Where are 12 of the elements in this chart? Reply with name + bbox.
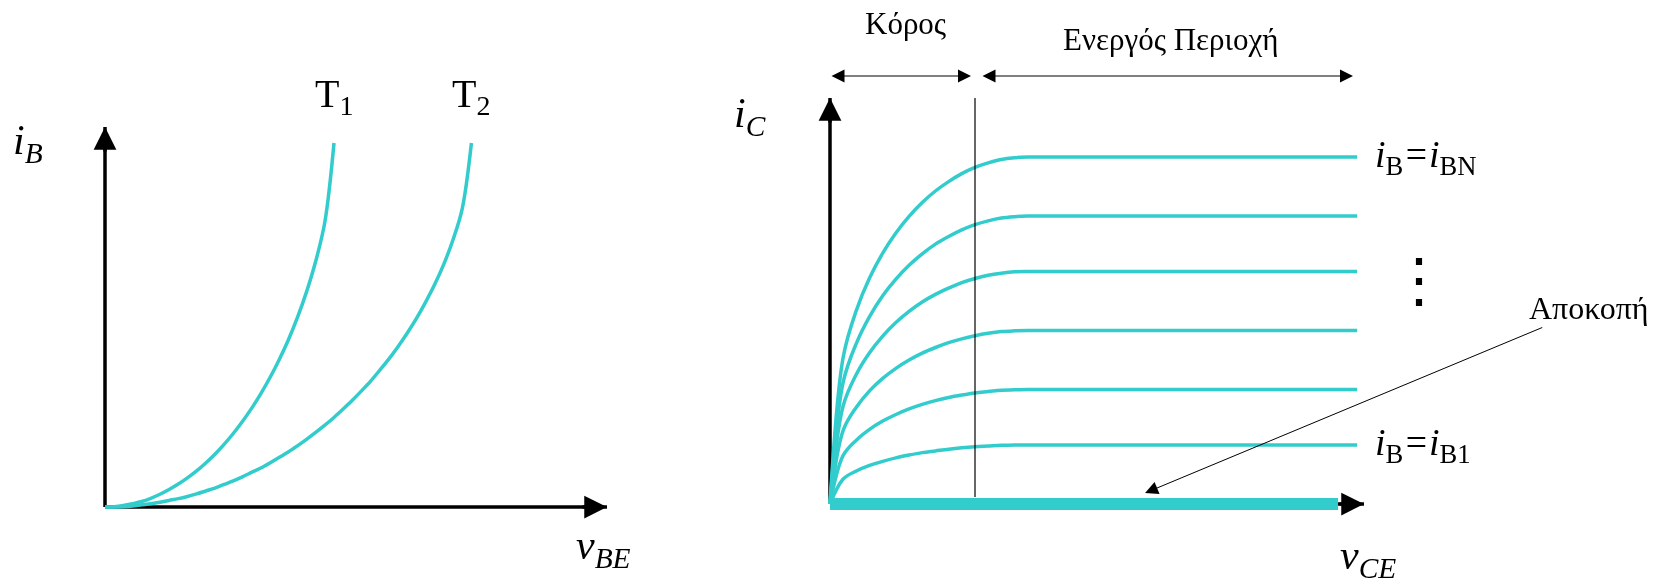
series-label: i$_{B}$=i$_{BN}$ — [1375, 133, 1477, 181]
text: Κόρος — [865, 6, 947, 41]
x-axis-title: v$_{CE}$ — [1340, 532, 1397, 582]
y-axis-title: i$_{B}$ — [13, 117, 43, 169]
y-axis-title: i$_{C}$ — [734, 90, 766, 142]
x-axis-title: v$_{BE}$ — [576, 522, 631, 574]
series-label: T$_{2}$ — [452, 71, 491, 122]
text: ⋮ — [1389, 245, 1449, 315]
text: Ενεργός Περιοχή — [1063, 22, 1279, 57]
series-label: i$_{B}$=i$_{B1}$ — [1375, 421, 1471, 469]
ref-line-label: Αποκοπή — [1529, 290, 1649, 326]
series-label: T$_{1}$ — [315, 71, 354, 122]
